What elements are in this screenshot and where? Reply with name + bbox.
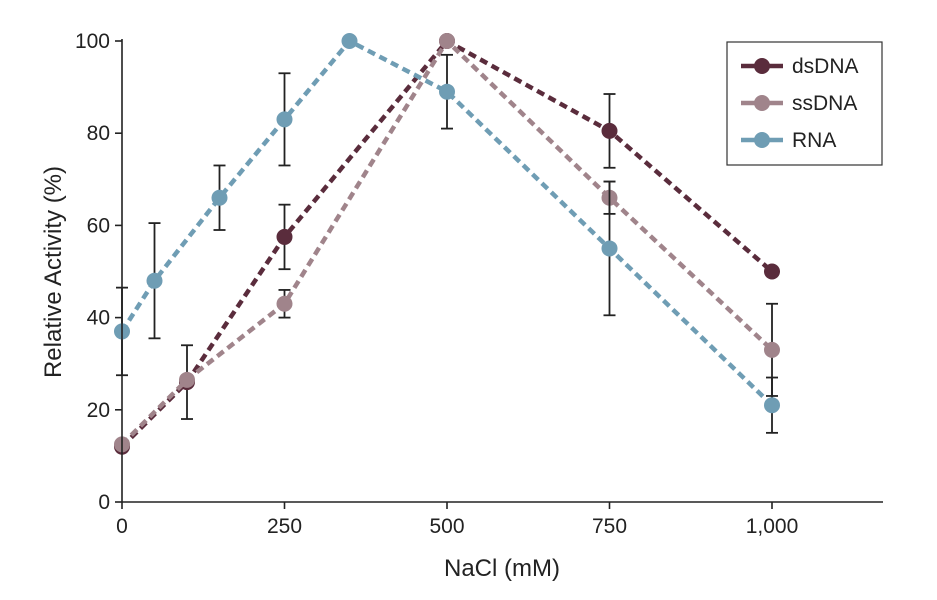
y-tick-label: 80 [87,122,110,145]
data-point-RNA [601,240,618,257]
series-ssDNA [114,33,780,453]
data-point-RNA [276,111,293,128]
y-tick-label: 0 [98,491,110,514]
legend-label: dsDNA [792,55,859,78]
data-point-ssDNA [764,341,780,358]
y-tick-label: 20 [87,399,110,422]
data-point-ssDNA [179,371,195,388]
x-tick-label: 750 [592,515,627,538]
legend: dsDNA ssDNA RNA [726,41,883,166]
data-point-RNA [211,189,228,206]
plot-area [114,33,780,455]
series-line-ssDNA [120,37,774,446]
legend-swatch-marker [754,132,770,148]
x-tick-label: 1,000 [746,515,799,538]
data-point-RNA [439,83,455,100]
legend-swatch-marker [754,58,770,74]
y-tick-label: 60 [87,214,110,237]
data-point-dsDNA [764,263,780,280]
x-tick-label: 500 [429,515,464,538]
data-point-RNA [146,272,163,289]
x-tick-label: 0 [116,515,128,538]
legend-label: RNA [792,129,836,152]
series-RNA [114,33,780,434]
data-point-RNA [341,33,358,49]
y-tick-label: 40 [87,307,110,330]
series-line-dsDNA [120,38,774,449]
data-point-ssDNA [439,33,455,49]
x-tick-label: 250 [267,515,302,538]
legend-swatch-marker [754,95,770,111]
data-point-dsDNA [601,122,618,139]
data-point-dsDNA [276,228,293,245]
axes: 0 20 40 60 80 100 0 250 500 750 1,000 [75,30,883,538]
legend-label: ssDNA [792,92,857,115]
data-point-RNA [764,397,780,414]
y-tick-label: 100 [75,30,110,53]
y-axis-title: Relative Activity (%) [40,166,67,378]
x-axis-title: NaCl (mM) [444,555,560,582]
data-point-ssDNA [276,295,293,312]
series-line-RNA [120,38,774,407]
